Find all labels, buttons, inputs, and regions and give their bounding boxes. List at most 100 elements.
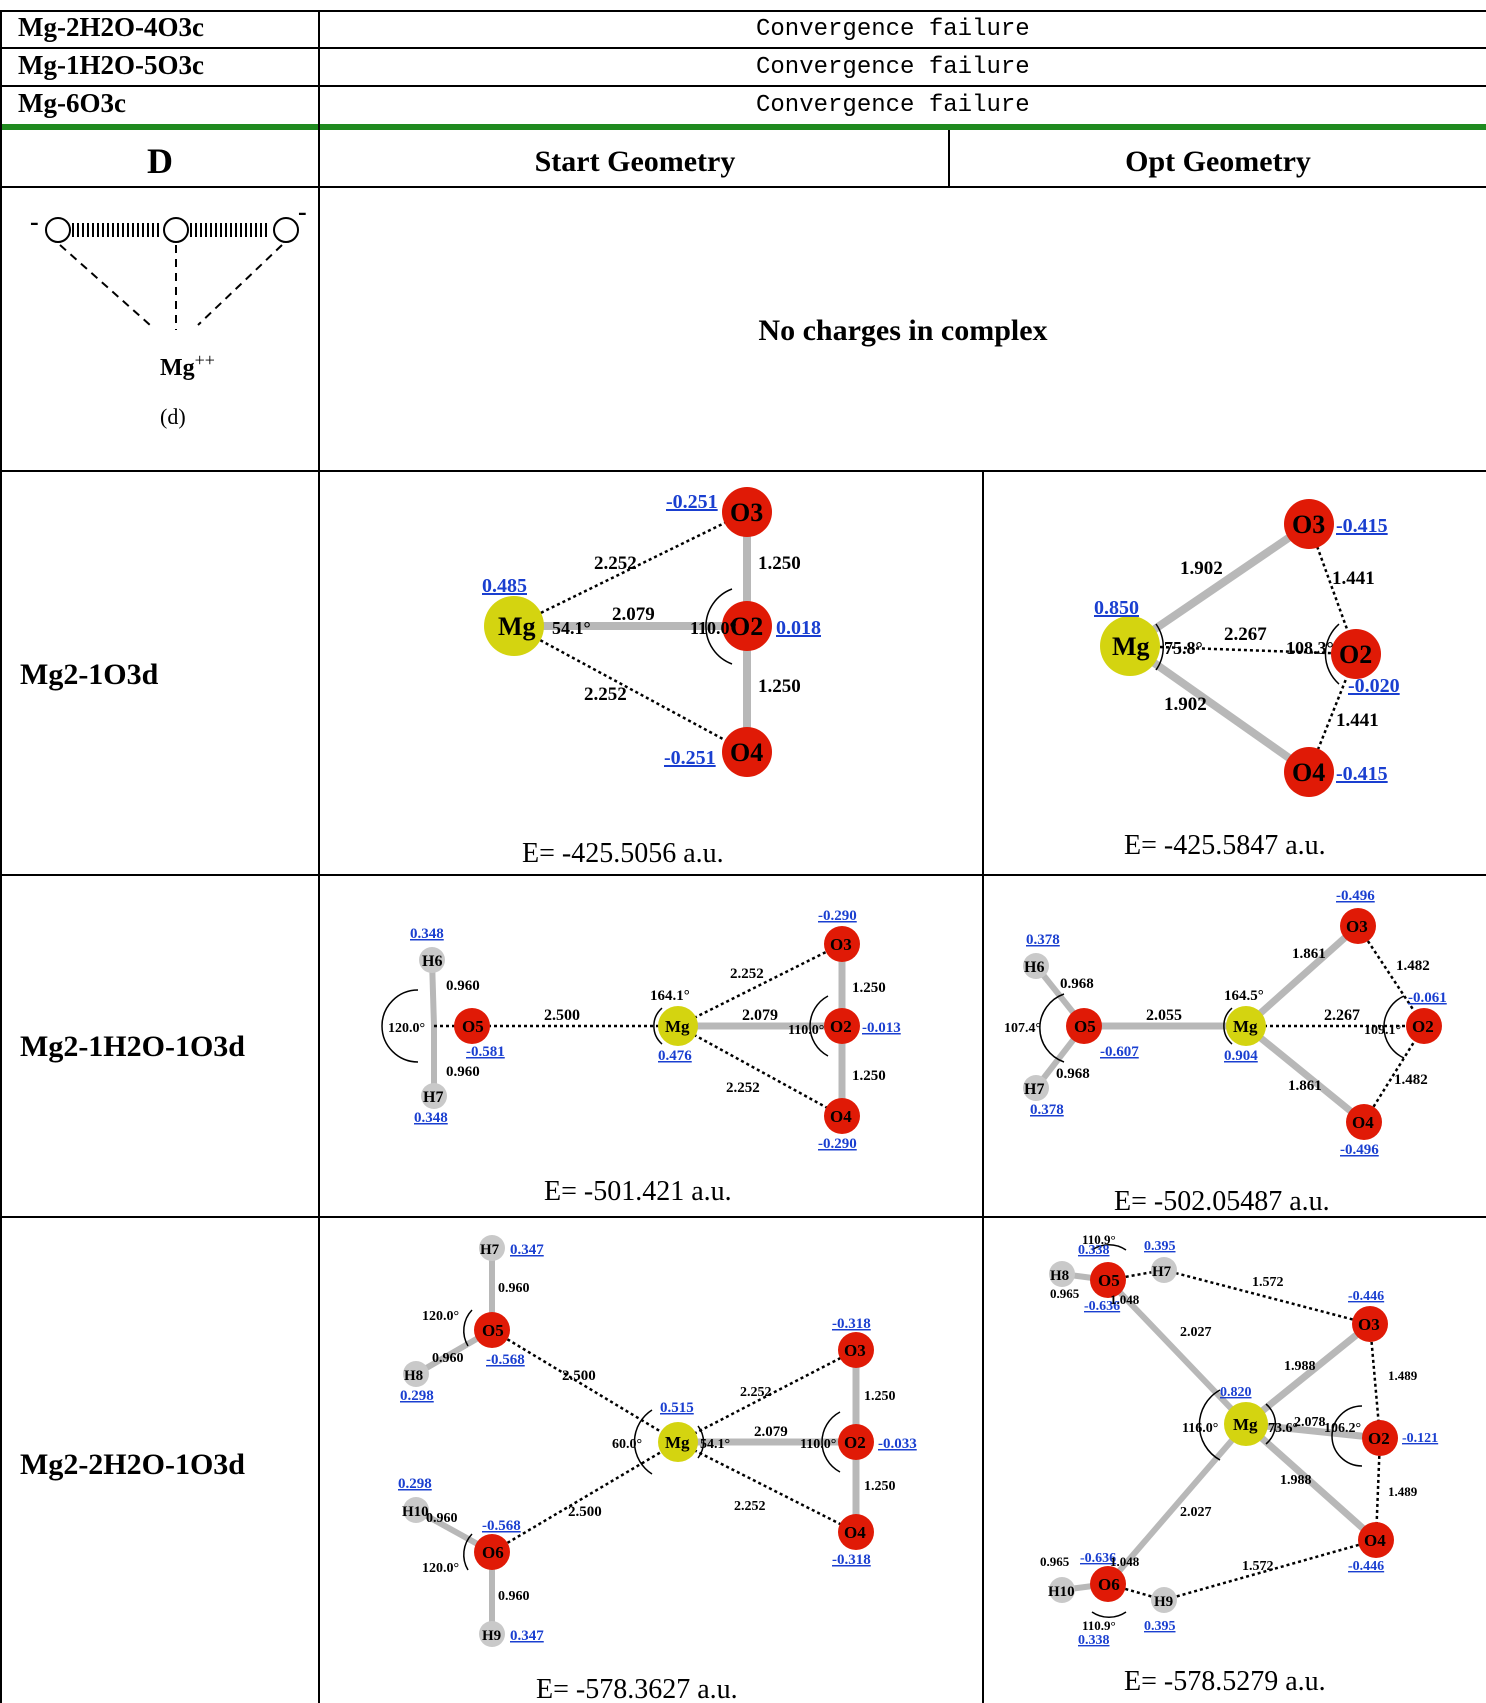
oxygen-ring [273,217,299,243]
status-text: Convergence failure [756,54,1030,81]
bond-length: 1.250 [864,1479,896,1494]
table-border [0,10,2,1703]
charge-label: -0.446 [1348,1559,1384,1574]
charge-label: 0.378 [1030,1102,1064,1118]
o-atom [824,1098,860,1134]
dashed-bond [513,510,748,628]
row-name: Mg2-2H2O-1O3d [20,1448,245,1481]
bond-length: 0.968 [1060,976,1094,992]
angle-arc [1265,1403,1277,1445]
atom-label: O6 [482,1543,504,1562]
charge-label: -0.496 [1336,888,1375,904]
angle-arc [653,1007,663,1045]
bond-length: 0.960 [498,1281,530,1296]
angle-value: 164.5° [1224,988,1264,1004]
atom-label: O6 [1098,1575,1120,1594]
molecule-start-3: H7 O5 H8 H10 O6 H9 Mg O3 O2 O4 0.347 -0.… [398,1235,917,1703]
charge-label: -0.415 [1336,515,1388,537]
atom-label: O4 [844,1523,866,1542]
molecule-opt-1: Mg O2 O3 O4 0.850 -0.020 -0.415 -0.415 2… [1094,499,1400,861]
molecule-opt-3: H8 O5 H7 Mg O3 O2 O4 O6 H10 H9 0.338 -0.… [1040,1232,1438,1697]
bond-length: 0.965 [1040,1554,1070,1569]
bond-length: 1.250 [852,1068,886,1084]
h-atom [403,1361,429,1387]
dashed-bond [491,1328,679,1444]
atom-label: O4 [1292,758,1325,787]
angle-value: 106.2° [1324,1421,1361,1436]
charge-label: -0.415 [1336,763,1388,785]
charge-label: -0.020 [1348,675,1400,697]
bond-line [1243,1321,1373,1427]
atom-label: O4 [1352,1113,1374,1132]
o-atom [1406,1008,1442,1044]
bond-length: 1.861 [1288,1078,1322,1094]
bond-length: 1.988 [1284,1359,1316,1374]
charge-label: -0.251 [664,747,716,769]
bond-length: 2.079 [742,1007,778,1024]
bond-length: 2.252 [730,966,764,982]
o-atom [1331,629,1381,679]
ion-label: Mg++ [160,350,215,382]
charge-label: -0.496 [1340,1142,1379,1158]
bond-length: 0.960 [432,1351,464,1366]
charge-label: -0.033 [878,1436,917,1452]
charge-label: -0.636 [1080,1551,1116,1566]
angle-value: 120.0° [422,1561,459,1576]
angle-arc [1155,623,1165,671]
energy-label: E= -425.5056 a.u. [522,838,724,869]
h-atom [479,1235,505,1261]
bond-length: 2.267 [1324,1007,1360,1024]
bond-length: 0.960 [446,978,480,994]
charge-label: -0.568 [486,1352,525,1368]
atom-label: O3 [1358,1315,1380,1334]
bond-length: 1.489 [1388,1368,1418,1383]
h-atom [1023,1075,1049,1101]
o-atom [824,1008,860,1044]
charge-label: 0.347 [510,1628,544,1644]
angle-arc [1383,995,1405,1059]
row-name: Mg2-1H2O-1O3d [20,1030,245,1063]
dashed-bond [1368,1323,1382,1439]
table-border [948,130,950,188]
h-atom [479,1621,505,1647]
angle-value: 110.9° [1082,1232,1116,1247]
charge-label: 0.820 [1220,1385,1252,1400]
minus-sign: - [298,197,307,226]
angle-value: 54.1° [700,1437,730,1452]
atom-label: H6 [422,953,442,970]
o-atom [824,926,860,962]
bond-length: 2.079 [612,604,655,625]
bond-length: 2.252 [740,1385,772,1400]
row-name: Mg2-1O3d [20,658,159,691]
bond-length: 2.055 [1146,1007,1182,1024]
atom-label: Mg [1233,1415,1258,1434]
charge-label: -0.636 [1084,1299,1120,1314]
dashed-line [59,244,151,326]
bond-length: 2.252 [726,1080,760,1096]
bond-line [1105,1422,1249,1586]
angle-arc [705,588,733,665]
atom-label: O5 [1098,1271,1120,1290]
angle-arc [697,1425,705,1459]
angle-value: 107.4° [1004,1021,1041,1036]
angle-value: 120.0° [422,1309,459,1324]
bond-length: 1.482 [1394,1072,1428,1088]
angle-value: 116.0° [1182,1421,1218,1436]
atom-label: O5 [1074,1017,1096,1036]
bond-length: 2.500 [568,1504,602,1520]
angle-value: 109.1° [1364,1023,1401,1038]
charge-label: 0.395 [1144,1239,1176,1254]
bond-length: 0.968 [1056,1066,1090,1082]
angle-arc [1331,1405,1363,1467]
charge-label: 0.338 [1078,1243,1110,1258]
angle-value: 60.0° [612,1437,642,1452]
h-atom [1049,1577,1075,1603]
angle-value: 110.0° [800,1437,836,1452]
bond-length: 1.902 [1180,558,1223,579]
atom-label: O3 [730,498,763,527]
angle-arc [381,989,419,1063]
bond-length: 1.489 [1388,1484,1418,1499]
atom-label: O4 [1364,1531,1386,1550]
angle-arc [1091,1611,1127,1619]
h-atom [1151,1587,1177,1613]
